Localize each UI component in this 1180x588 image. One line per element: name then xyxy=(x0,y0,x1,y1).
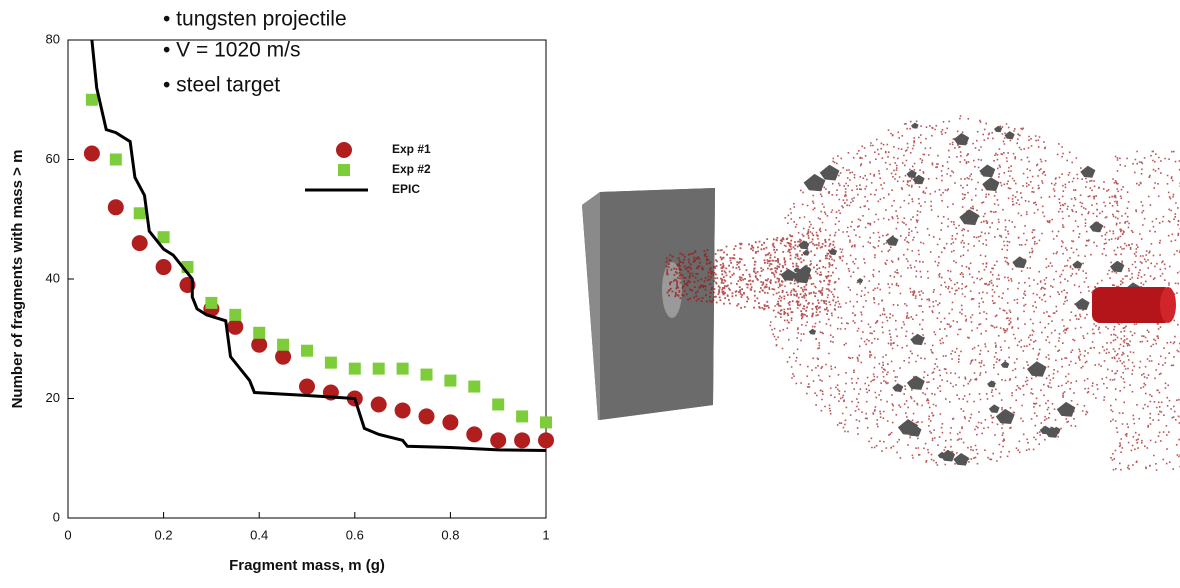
y-tick-label: 80 xyxy=(46,31,60,46)
legend-label: EPIC xyxy=(392,182,420,196)
circle-marker xyxy=(394,402,411,419)
square-marker xyxy=(253,326,266,339)
square-marker xyxy=(468,380,481,393)
circle-marker xyxy=(251,336,268,353)
circle-marker xyxy=(466,426,483,443)
target-side xyxy=(582,192,600,420)
y-tick-label: 40 xyxy=(46,270,60,285)
square-marker xyxy=(420,368,433,381)
square-marker xyxy=(492,398,505,411)
x-tick-label: 0.6 xyxy=(346,527,364,542)
circle-marker xyxy=(370,396,387,413)
y-tick-label: 60 xyxy=(46,151,60,166)
square-marker xyxy=(324,356,337,369)
x-tick-label: 0.2 xyxy=(155,527,173,542)
projectile-tip xyxy=(1160,287,1176,323)
y-tick-label: 0 xyxy=(53,509,60,524)
legend-label: Exp #1 xyxy=(392,142,431,156)
square-marker xyxy=(396,362,409,375)
circle-marker xyxy=(418,408,435,425)
square-marker xyxy=(85,93,98,106)
annotation: • steel target xyxy=(163,74,280,97)
y-tick-label: 20 xyxy=(46,390,60,405)
circle-marker xyxy=(83,145,100,162)
line xyxy=(90,39,547,452)
circle-marker xyxy=(131,235,148,252)
target-face xyxy=(600,188,715,420)
crater xyxy=(662,262,682,318)
square-marker xyxy=(516,410,529,423)
legend-circle xyxy=(336,142,352,158)
circle-marker xyxy=(490,432,507,449)
legend-label: Exp #2 xyxy=(392,162,431,176)
square-marker xyxy=(277,338,290,351)
circle-marker xyxy=(299,378,315,395)
square-marker xyxy=(301,344,313,357)
square-marker xyxy=(444,374,457,387)
circle-marker xyxy=(227,318,244,335)
x-tick-label: 0.8 xyxy=(441,527,459,542)
square-marker xyxy=(133,207,146,220)
circle-marker xyxy=(155,259,172,276)
x-tick-label: 1 xyxy=(542,527,549,542)
square-marker xyxy=(157,231,170,244)
circle-marker xyxy=(442,414,459,431)
square-marker xyxy=(109,153,122,166)
annotation: • V = 1020 m/s xyxy=(163,39,301,62)
x-tick-label: 0 xyxy=(64,527,71,542)
square-marker xyxy=(540,416,552,429)
circle-marker xyxy=(275,348,292,365)
legend-square xyxy=(338,164,350,176)
y-axis-label: Number of fragments with mass > m xyxy=(9,150,26,409)
square-marker xyxy=(372,362,385,375)
square-marker xyxy=(205,296,218,309)
circle-marker xyxy=(538,432,554,449)
plot-frame xyxy=(67,39,547,519)
circle-marker xyxy=(514,432,531,449)
x-tick-label: 0.4 xyxy=(250,527,268,542)
circle-marker xyxy=(107,199,124,216)
projectile xyxy=(1092,287,1172,323)
simulation-image xyxy=(582,115,1180,471)
square-marker xyxy=(348,362,361,375)
annotation: • tungsten projectile xyxy=(163,8,347,31)
debris-particles xyxy=(665,115,1180,471)
square-marker xyxy=(229,308,242,321)
x-axis-label: Fragment mass, m (g) xyxy=(229,557,385,574)
